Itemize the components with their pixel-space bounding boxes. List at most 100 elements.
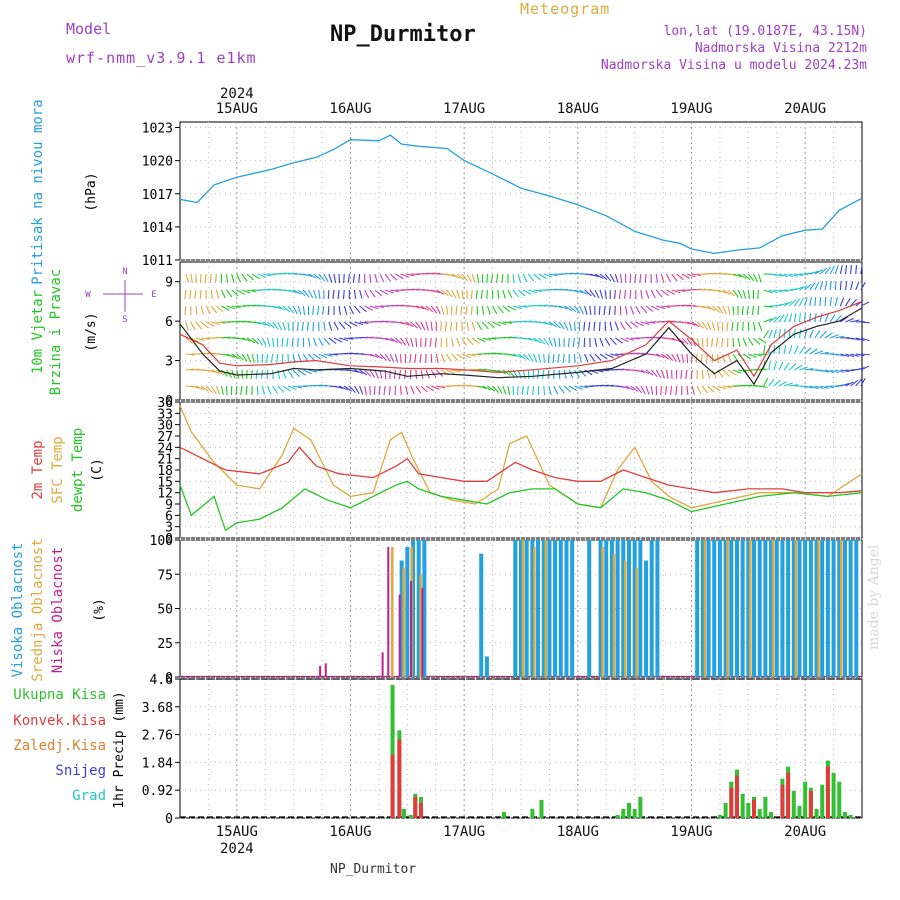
temperature-ytick-label: 9: [165, 498, 173, 513]
clouds-ytick-label: 50: [157, 603, 173, 618]
wind-arrow: [747, 273, 755, 282]
cloud-bar: [402, 567, 405, 677]
wind-arrow: [354, 369, 363, 375]
wind-arrow: [281, 337, 284, 348]
wind-arrow: [226, 273, 229, 284]
wind-arrow: [430, 305, 438, 314]
wind-arrow: [379, 369, 383, 379]
wind-arrow: [190, 385, 200, 389]
wind-arrow: [645, 321, 656, 324]
wind-arrow: [804, 367, 814, 371]
wind-arrow: [789, 384, 799, 387]
wind-arrow: [481, 321, 489, 330]
wind-arrow: [456, 369, 466, 372]
wind-arrow: [562, 353, 565, 364]
cloud-bar: [587, 540, 592, 677]
wind-arrow: [603, 305, 606, 315]
wind-arrow: [205, 385, 213, 393]
wind-arrow: [286, 337, 289, 347]
wind-arrow: [472, 353, 482, 356]
wind-arrow: [190, 273, 193, 283]
wind-arrow: [297, 305, 302, 315]
wind-arrow: [757, 305, 760, 316]
wind-arrow: [466, 321, 470, 331]
wind-arrow: [523, 289, 532, 295]
precip-bar: [803, 781, 808, 818]
wind-arrow: [296, 321, 299, 332]
wind-arrow: [645, 305, 654, 312]
wind-arrow: [696, 321, 705, 329]
cloud-bar: [422, 540, 427, 677]
wind-arrow: [199, 289, 202, 300]
wind-arrow: [374, 273, 378, 283]
wind-arrow: [542, 369, 545, 379]
wind-arrow: [835, 353, 845, 357]
wind-arrow: [798, 329, 802, 339]
wind-arrow: [691, 321, 700, 328]
wind-arrow: [751, 305, 754, 316]
cloud-bar: [757, 540, 762, 677]
wind-arrow: [236, 320, 246, 323]
wind-arrow: [558, 305, 568, 310]
precip-bar: [501, 811, 506, 818]
wind-arrow: [640, 369, 650, 375]
wind-arrow: [681, 337, 689, 345]
wind-arrow: [306, 321, 309, 332]
wind-arrow: [522, 353, 530, 361]
wind-arrow: [204, 273, 207, 284]
precip-ytick-label: 0: [165, 812, 173, 827]
wind-arrow: [543, 337, 550, 346]
wind-arrow: [686, 321, 696, 326]
wind-arrow: [819, 331, 827, 339]
wind-arrow: [245, 385, 248, 396]
wind-arrow: [266, 337, 271, 347]
wind-arrow: [486, 289, 489, 300]
wind-arrow: [267, 273, 277, 276]
wind-arrow: [323, 321, 326, 331]
wind-arrow: [384, 353, 391, 362]
precip-bar: [740, 793, 745, 818]
wind-arrow: [323, 337, 331, 346]
wind-arrow: [553, 337, 557, 347]
wind-arrow: [629, 289, 632, 300]
wind-arrow: [630, 321, 639, 328]
wind-arrow: [451, 337, 454, 347]
wind-arrow: [210, 289, 213, 300]
cloud-bar: [626, 540, 631, 677]
wind-arrow: [574, 385, 584, 390]
wind-arrow: [323, 353, 333, 357]
wind-arrow: [824, 266, 832, 275]
wind-arrow: [793, 298, 801, 307]
wind-arrow: [374, 289, 383, 297]
wind-arrow: [623, 289, 627, 299]
wind-arrow: [675, 385, 678, 396]
wind-arrow: [226, 305, 236, 310]
wind-arrow: [701, 321, 708, 330]
precip-legend-item: Zaledj.Kisa: [13, 738, 106, 754]
wind-arrow: [609, 273, 615, 283]
wind-arrow: [615, 337, 623, 344]
wind-arrow: [794, 364, 803, 371]
wind-arrow: [573, 321, 576, 332]
wind-arrow: [185, 321, 189, 331]
wind-arrow: [804, 347, 812, 355]
wind-arrow: [185, 337, 194, 344]
wind-arrow: [420, 321, 426, 331]
wind-arrow: [732, 273, 742, 278]
wind-arrow: [267, 288, 277, 291]
wind-arrow: [579, 305, 584, 315]
wind-arrow: [292, 305, 298, 315]
wind-arrow: [763, 318, 773, 323]
wind-arrow: [732, 305, 735, 316]
wind-arrow: [216, 321, 226, 324]
wind-arrow: [778, 344, 781, 355]
wind-arrow: [666, 353, 674, 361]
clouds-ytick-label: 75: [157, 568, 173, 583]
wind-arrow: [664, 385, 668, 396]
wind-arrow: [768, 361, 771, 371]
precip-bar: [848, 814, 853, 818]
cloud-bar: [734, 540, 739, 677]
wind-arrow: [712, 305, 720, 313]
wind-arrow: [429, 337, 432, 347]
wind-arrow: [313, 289, 317, 299]
